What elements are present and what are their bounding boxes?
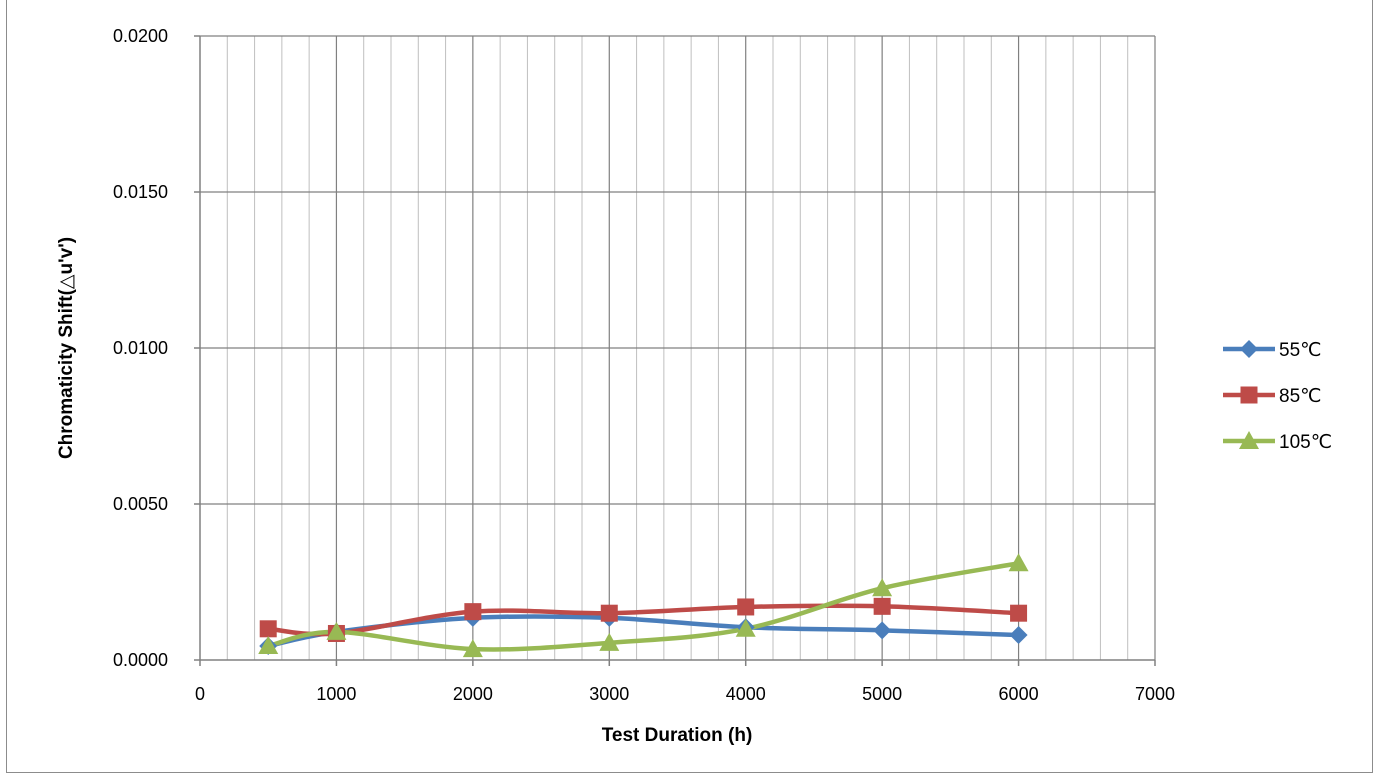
x-tick-label: 0 bbox=[195, 684, 205, 704]
data-point-2 bbox=[462, 639, 483, 658]
legend: 55℃ 85℃ 105℃ bbox=[1223, 340, 1332, 453]
x-axis-title: Test Duration (h) bbox=[602, 725, 753, 746]
x-tick-label: 7000 bbox=[1135, 684, 1175, 704]
legend-marker bbox=[1240, 386, 1258, 404]
y-tick-label: 0.0050 bbox=[113, 494, 168, 514]
y-axis-title: Chromaticity Shift(△u'v') bbox=[56, 237, 77, 459]
data-point-2 bbox=[599, 632, 620, 651]
legend-marker bbox=[1240, 340, 1258, 358]
y-tick-label: 0.0200 bbox=[113, 26, 168, 46]
x-tick-label: 6000 bbox=[999, 684, 1039, 704]
data-point-2 bbox=[258, 635, 279, 654]
plot-markers bbox=[258, 553, 1029, 658]
data-point-1 bbox=[259, 620, 277, 638]
legend-label: 55℃ bbox=[1279, 340, 1321, 361]
data-point-2 bbox=[872, 578, 893, 597]
y-tick-label: 0.0000 bbox=[113, 650, 168, 670]
x-tick-label: 3000 bbox=[589, 684, 629, 704]
data-point-1 bbox=[464, 603, 482, 621]
tick-labels: 0 1000 2000 3000 4000 5000 6000 7000 0.0000 0.005… bbox=[113, 26, 1175, 704]
data-point-2 bbox=[735, 618, 756, 637]
legend-marker bbox=[1239, 431, 1259, 449]
grid bbox=[200, 35, 1156, 660]
x-tick-label: 5000 bbox=[862, 684, 902, 704]
data-point-1 bbox=[737, 598, 755, 616]
data-point-2 bbox=[1008, 553, 1029, 572]
data-point-1 bbox=[1010, 604, 1028, 622]
legend-label: 105℃ bbox=[1279, 432, 1332, 453]
x-tick-label: 4000 bbox=[726, 684, 766, 704]
axes bbox=[194, 35, 1156, 666]
data-point-2 bbox=[326, 621, 347, 640]
data-point-0 bbox=[1009, 626, 1028, 645]
data-point-0 bbox=[873, 621, 892, 640]
x-tick-label: 2000 bbox=[453, 684, 493, 704]
legend-label: 85℃ bbox=[1279, 386, 1321, 407]
data-point-1 bbox=[873, 597, 891, 615]
x-tick-label: 1000 bbox=[316, 684, 356, 704]
data-point-1 bbox=[600, 604, 618, 622]
y-tick-label: 0.0150 bbox=[113, 182, 168, 202]
y-tick-label: 0.0100 bbox=[113, 338, 168, 358]
